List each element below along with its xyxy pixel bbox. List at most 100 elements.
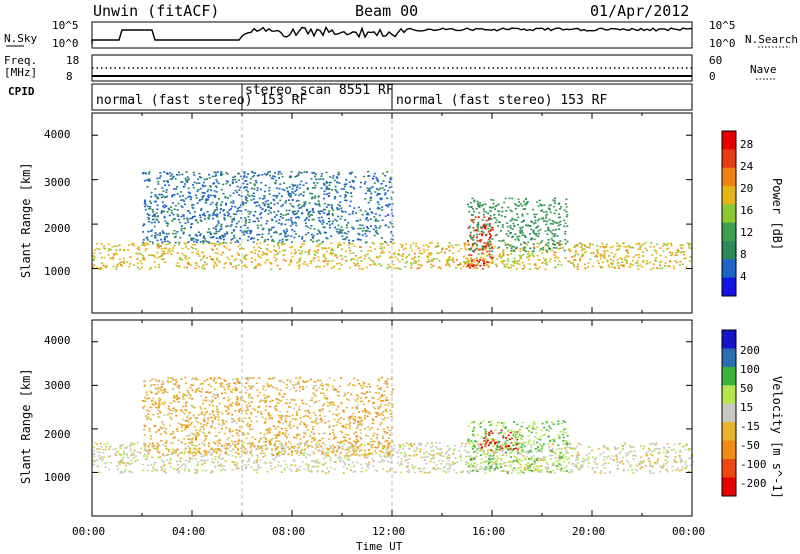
pixel xyxy=(299,444,302,446)
pixel xyxy=(307,213,310,216)
pixel xyxy=(527,251,530,253)
pixel xyxy=(521,213,524,216)
pixel xyxy=(248,442,251,444)
pixel xyxy=(276,195,279,197)
pixel xyxy=(544,466,547,469)
pixel xyxy=(384,440,387,443)
pixel xyxy=(324,422,327,424)
pixel xyxy=(195,262,198,264)
pixel xyxy=(490,234,493,237)
pixel xyxy=(268,209,271,212)
pixel xyxy=(455,472,458,474)
pixel xyxy=(437,267,440,269)
pixel xyxy=(229,446,231,448)
pixel xyxy=(291,246,294,248)
pixel xyxy=(275,407,278,410)
pixel xyxy=(536,242,539,244)
pixel xyxy=(222,468,225,470)
pixel xyxy=(469,235,472,238)
pixel xyxy=(321,453,324,455)
pixel xyxy=(332,431,334,434)
pixel xyxy=(607,448,610,451)
pixel xyxy=(184,428,186,431)
pixel xyxy=(512,264,515,267)
pixel xyxy=(366,391,368,393)
pixel xyxy=(506,243,509,246)
pixel xyxy=(248,221,251,224)
pixel xyxy=(534,267,537,269)
pixel xyxy=(553,233,556,235)
pixel xyxy=(164,236,167,238)
pixel xyxy=(495,205,497,207)
pixel xyxy=(426,456,429,458)
pixel xyxy=(210,194,213,197)
pixel xyxy=(441,248,444,251)
pixel xyxy=(460,471,463,473)
pixel xyxy=(309,214,312,216)
pixel xyxy=(684,460,687,463)
pixel xyxy=(472,244,474,246)
pixel xyxy=(683,253,685,256)
pixel xyxy=(262,198,264,200)
pixel xyxy=(385,185,387,187)
pixel xyxy=(533,238,536,241)
pixel xyxy=(485,250,488,253)
pixel xyxy=(357,232,360,235)
pixel xyxy=(496,204,499,207)
pixel xyxy=(303,448,306,451)
pixel xyxy=(360,384,362,387)
pixel xyxy=(173,436,176,438)
pixel xyxy=(295,470,298,472)
pixel xyxy=(581,253,584,256)
pixel xyxy=(354,264,357,267)
pixel xyxy=(419,264,422,266)
pixel xyxy=(646,454,649,457)
pixel xyxy=(541,240,544,242)
pixel xyxy=(195,182,198,185)
pixel xyxy=(310,460,313,462)
pixel xyxy=(655,447,658,450)
pixel xyxy=(166,173,169,175)
pixel xyxy=(180,227,183,230)
pixel xyxy=(316,470,319,473)
pixel xyxy=(92,463,95,466)
pixel xyxy=(665,449,668,452)
pixel xyxy=(487,227,490,230)
pixel xyxy=(133,443,136,445)
pixel xyxy=(551,449,554,451)
pixel xyxy=(98,448,101,450)
pixel xyxy=(656,460,659,463)
pixel xyxy=(264,409,267,411)
pixel xyxy=(162,465,165,467)
pixel xyxy=(413,443,416,445)
pixel xyxy=(428,260,431,263)
pixel xyxy=(213,210,216,212)
pixel xyxy=(151,229,153,232)
pixel xyxy=(256,456,259,459)
pixel xyxy=(502,251,505,254)
pixel xyxy=(238,189,241,191)
pixel xyxy=(602,254,605,257)
pixel xyxy=(261,445,264,447)
pixel xyxy=(192,186,195,189)
pixel xyxy=(306,188,309,190)
pixel xyxy=(247,463,250,466)
pixel xyxy=(297,454,300,456)
pixel xyxy=(539,241,542,244)
pixel xyxy=(165,447,168,450)
pixel xyxy=(609,457,612,460)
pixel xyxy=(260,256,263,259)
pixel xyxy=(183,424,186,426)
pixel xyxy=(316,233,319,235)
pixel xyxy=(122,456,125,459)
pixel xyxy=(335,389,338,391)
pixel xyxy=(235,222,238,225)
pixel xyxy=(560,464,563,467)
pixel xyxy=(396,461,399,464)
pixel xyxy=(188,438,191,441)
pixel xyxy=(568,457,570,460)
pixel xyxy=(482,245,485,248)
pixel xyxy=(244,255,247,257)
pixel xyxy=(208,445,211,448)
pixel xyxy=(220,458,222,460)
